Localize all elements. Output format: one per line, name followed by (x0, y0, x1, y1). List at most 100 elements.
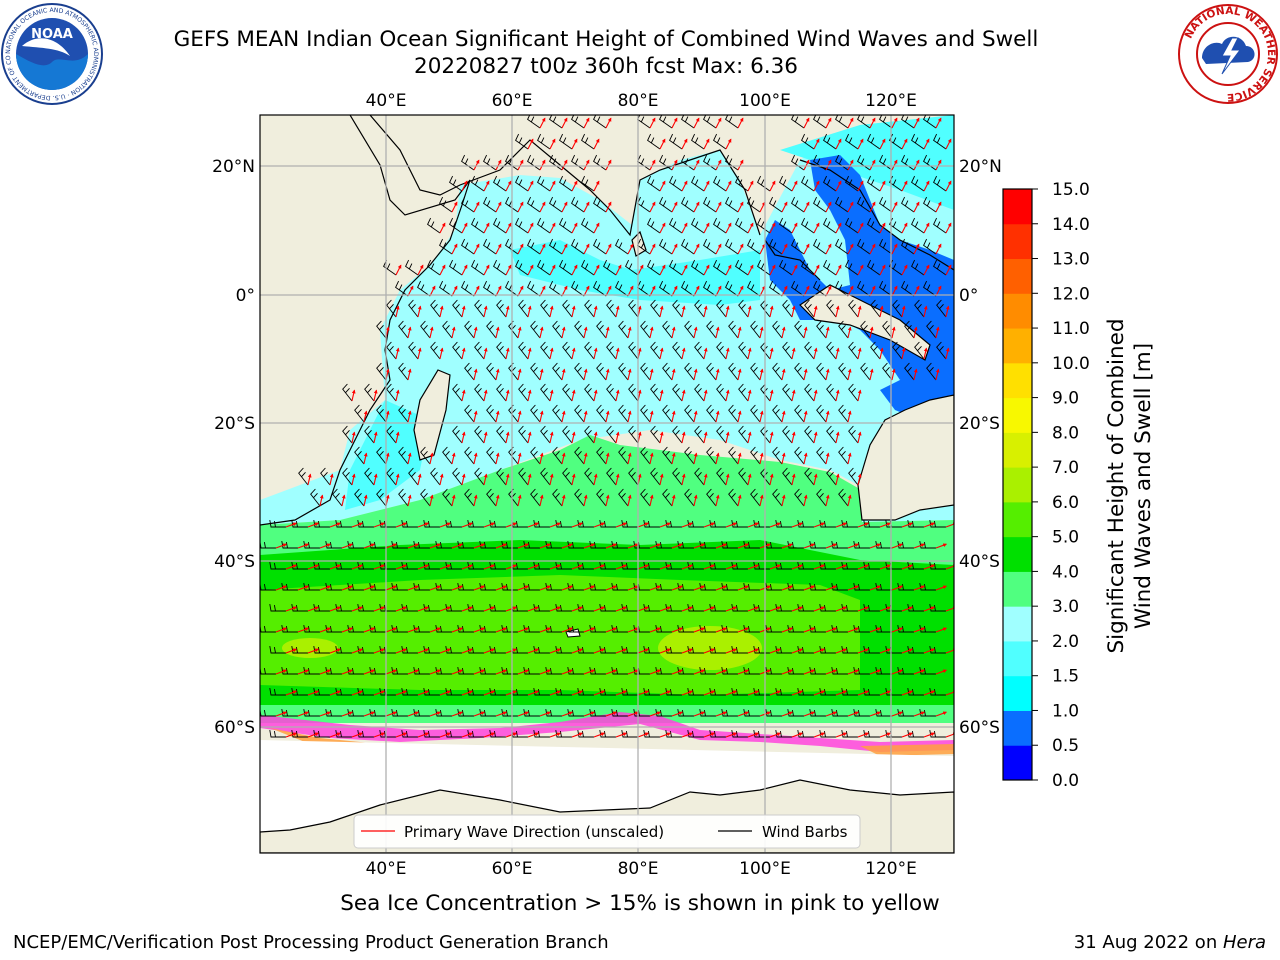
wind-barb (879, 280, 893, 297)
wave-direction-arrow (935, 159, 942, 171)
wind-barb (860, 362, 871, 381)
wind-barb (703, 238, 717, 255)
wave-direction-arrow (517, 159, 524, 171)
wind-barb (804, 467, 815, 486)
wind-barb (530, 446, 541, 465)
wind-barb (650, 299, 661, 318)
wave-direction-arrow (879, 138, 886, 150)
wind-barb (647, 259, 661, 276)
wind-barb (823, 175, 837, 192)
wave-direction-arrow (945, 138, 952, 150)
wave-direction-arrow (461, 222, 468, 234)
wind-barb (615, 238, 629, 255)
wind-barb (574, 404, 585, 423)
lon-label-top: 60°E (492, 91, 533, 111)
wind-barb (471, 217, 485, 234)
wind-barb (386, 425, 397, 444)
wind-barb (904, 362, 915, 381)
wave-direction-arrow (803, 201, 810, 213)
wind-barb (603, 259, 617, 276)
wind-barb (342, 467, 353, 486)
wave-direction-arrow (681, 138, 688, 150)
wave-direction-arrow (527, 180, 534, 192)
wind-barb (801, 133, 815, 150)
wind-barb (530, 488, 541, 507)
wind-barb (816, 320, 827, 339)
wave-direction-arrow (703, 264, 710, 276)
wind-barb (848, 383, 859, 402)
wind-barb (552, 488, 563, 507)
wave-direction-arrow (825, 201, 832, 213)
wave-direction-arrow (715, 159, 722, 171)
wave-direction-arrow (649, 117, 656, 129)
wind-barb (867, 133, 881, 150)
wind-barb (728, 404, 739, 423)
wind-barb (936, 299, 947, 318)
lon-label-top: 80°E (618, 91, 659, 111)
wave-direction-arrow (505, 222, 512, 234)
wave-direction-arrow (671, 159, 678, 171)
wind-barb (835, 196, 849, 213)
wind-barb (647, 217, 661, 234)
lat-label-left: 60°S (214, 718, 255, 738)
wind-barb (867, 175, 881, 192)
wind-barb (716, 341, 727, 360)
wave-direction-arrow (571, 138, 578, 150)
wind-barb (669, 175, 683, 192)
wind-barb (728, 488, 739, 507)
wind-barb (625, 259, 639, 276)
map-title-line1: GEFS MEAN Indian Ocean Significant Heigh… (173, 27, 1039, 52)
wind-barb (801, 175, 815, 192)
colorbar-swatch (1003, 536, 1032, 572)
wind-barb (694, 467, 705, 486)
wind-barb (923, 154, 937, 171)
wind-barb (791, 196, 805, 213)
wind-barb (474, 383, 485, 402)
wind-barb (728, 320, 739, 339)
wind-barb (826, 383, 837, 402)
wind-barb (298, 467, 309, 486)
wind-barb (901, 280, 915, 297)
wave-direction-arrow (637, 264, 644, 276)
wind-barb (615, 280, 629, 297)
wind-barb (540, 425, 551, 444)
wind-barb (518, 383, 529, 402)
wave-direction-arrow (945, 222, 952, 234)
wind-barb (593, 280, 607, 297)
wave-direction-arrow (803, 117, 810, 129)
wind-barb (804, 341, 815, 360)
wind-barb (738, 299, 749, 318)
wind-barb (650, 425, 661, 444)
wave-direction-arrow (583, 159, 590, 171)
wind-barb (772, 320, 783, 339)
colorbar-tick-label: 12.0 (1052, 284, 1090, 304)
colorbar-swatch (1003, 501, 1032, 538)
wind-barb (879, 196, 893, 213)
wind-barb (364, 383, 375, 402)
wave-direction-arrow (703, 222, 710, 234)
wind-barb (772, 362, 783, 381)
wind-barb (794, 362, 805, 381)
wind-barb (870, 341, 881, 360)
wave-direction-arrow (835, 264, 842, 276)
wave-direction-arrow (703, 138, 710, 150)
wind-barb (496, 383, 507, 402)
date-host: Hera (1222, 932, 1266, 953)
wind-barb (581, 175, 595, 192)
wind-barb (584, 383, 595, 402)
wave-direction-arrow (539, 159, 546, 171)
wind-barb (269, 688, 286, 696)
wind-barb (750, 404, 761, 423)
wind-barb (376, 320, 387, 339)
wind-barb (559, 133, 573, 150)
wind-barb (747, 238, 761, 255)
wind-barb (857, 238, 871, 255)
wind-barb (430, 299, 441, 318)
wave-direction-arrow (737, 159, 744, 171)
colorbar-tick-label: 7.0 (1052, 458, 1079, 478)
colorbar-swatch (1003, 189, 1032, 225)
wind-barb (527, 154, 541, 171)
wind-barb (474, 425, 485, 444)
wind-barb (562, 383, 573, 402)
